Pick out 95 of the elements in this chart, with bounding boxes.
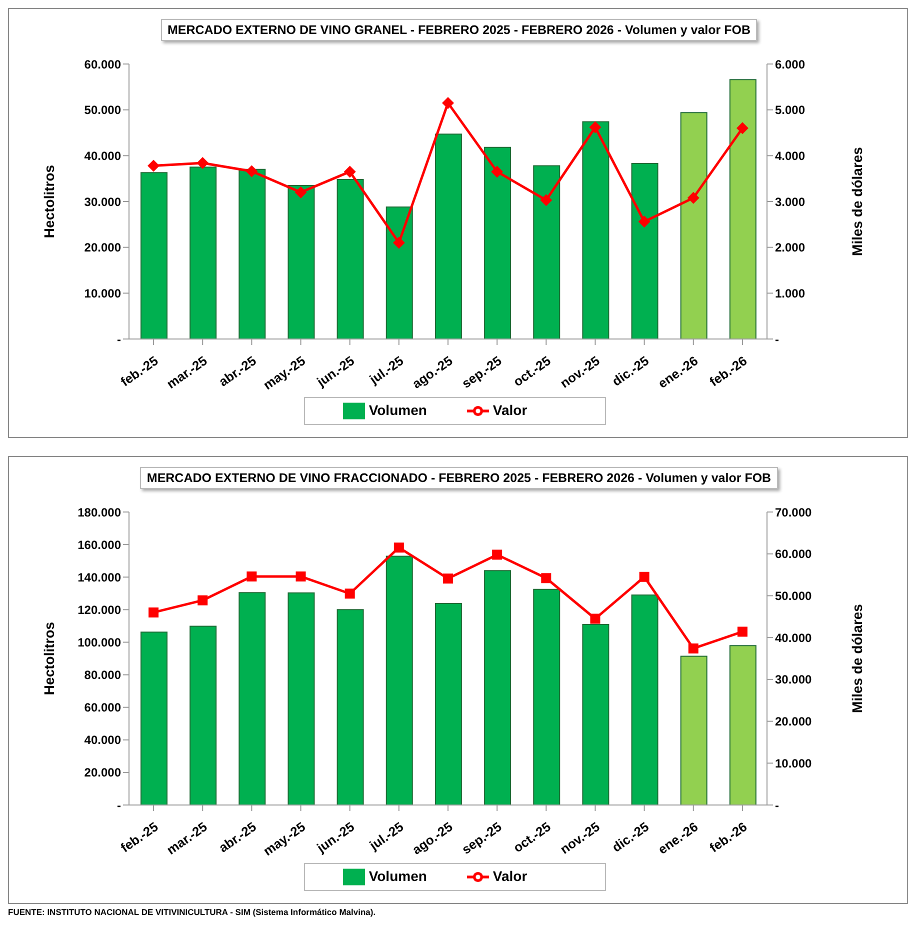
bar — [238, 168, 266, 339]
y-axis-title: Hectolitros — [40, 622, 57, 696]
bar — [336, 609, 364, 805]
point — [541, 573, 552, 584]
point — [540, 194, 552, 206]
point — [492, 550, 502, 560]
bar — [533, 165, 560, 339]
point — [148, 160, 160, 172]
y2-tick-label: 70.000 — [775, 505, 812, 520]
bar — [484, 146, 512, 339]
y2-tick-label: 20.000 — [775, 714, 812, 729]
y2-axis-title: Miles de dólares — [848, 146, 865, 256]
point — [590, 614, 600, 624]
bar — [729, 645, 756, 805]
y-tick-label: 100.000 — [78, 635, 122, 650]
bar — [582, 624, 610, 805]
point — [688, 643, 698, 654]
y-tick-label: 80.000 — [84, 668, 122, 682]
y-tick-label: 140.000 — [78, 570, 122, 584]
y2-tick-label: 3.000 — [775, 194, 806, 209]
bar — [140, 632, 168, 805]
y-tick-label: 20.000 — [84, 766, 122, 780]
bar — [238, 592, 266, 805]
point — [344, 588, 355, 599]
point — [246, 165, 258, 178]
point — [443, 574, 453, 584]
source-note: FUENTE: INSTITUTO NACIONAL DE VITIVINICULTURA - SIM (Sistema Informático Malvina). — [8, 907, 377, 917]
bar — [680, 656, 708, 805]
y-tick-label: 60.000 — [84, 700, 122, 715]
point — [296, 571, 306, 582]
bar — [288, 592, 315, 805]
bar — [288, 184, 315, 339]
bar — [434, 134, 462, 339]
bar — [729, 79, 756, 339]
y-tick-label: 10.000 — [84, 286, 122, 300]
point — [639, 572, 650, 582]
bar — [533, 588, 560, 805]
point — [198, 595, 208, 606]
y2-tick-label: - — [775, 332, 779, 346]
bar — [484, 570, 512, 805]
chart-title: MERCADO EXTERNO DE VINO FRACCIONADO - FEBRERO 2025 - FEBRERO 2026 - Volumen y valor FOB — [140, 467, 778, 489]
bar — [631, 162, 658, 339]
point — [638, 216, 650, 228]
y2-tick-label: 30.000 — [775, 672, 812, 687]
y-tick-label: 40.000 — [84, 733, 122, 748]
point — [196, 157, 209, 169]
bar — [434, 602, 462, 805]
bar — [631, 594, 658, 805]
point — [589, 121, 602, 134]
y-tick-label: 180.000 — [78, 505, 122, 520]
y2-tick-label: - — [775, 798, 779, 812]
point — [736, 122, 748, 134]
point — [394, 542, 404, 553]
point — [344, 166, 356, 178]
bar — [336, 179, 364, 339]
point — [148, 607, 159, 618]
chart-title: MERCADO EXTERNO DE VINO GRANEL - FEBRERO 2025 - FEBRERO 2026 - Volumen y valor FOB — [160, 19, 758, 41]
bar — [190, 626, 217, 805]
point — [442, 96, 454, 109]
y-axis-title: Hectolitros — [40, 164, 57, 238]
bar — [680, 112, 708, 339]
y2-tick-label: 1.000 — [775, 286, 806, 300]
bar — [386, 206, 413, 339]
legend-label: Valor — [492, 402, 528, 418]
y2-tick-label: 2.000 — [775, 240, 806, 255]
bar — [190, 166, 217, 339]
y-tick-label: - — [117, 798, 121, 812]
bar — [582, 121, 610, 339]
y-tick-label: 40.000 — [84, 148, 122, 163]
y-tick-label: - — [117, 332, 121, 346]
y2-tick-label: 5.000 — [775, 103, 806, 118]
y2-tick-label: 4.000 — [775, 148, 806, 163]
point — [737, 626, 748, 637]
y2-tick-label: 40.000 — [775, 630, 812, 645]
y-tick-label: 120.000 — [78, 602, 122, 617]
y-tick-label: 160.000 — [78, 538, 122, 552]
legend-label: Valor — [492, 868, 528, 884]
y2-tick-label: 6.000 — [775, 57, 806, 72]
point — [294, 186, 307, 198]
bar — [386, 556, 413, 805]
point — [392, 236, 405, 249]
point — [687, 192, 700, 204]
point — [491, 166, 504, 178]
y-tick-label: 50.000 — [84, 103, 122, 118]
legend-label: Volumen — [368, 868, 427, 884]
y-tick-label: 30.000 — [84, 194, 122, 209]
y-tick-label: 20.000 — [84, 240, 122, 255]
legend-label: Volumen — [368, 402, 427, 418]
y2-tick-label: 10.000 — [775, 756, 812, 770]
y2-tick-label: 60.000 — [775, 547, 812, 562]
bar — [140, 172, 168, 339]
y2-axis-title: Miles de dólares — [848, 604, 865, 713]
y2-tick-label: 50.000 — [775, 588, 812, 603]
y-tick-label: 60.000 — [84, 57, 122, 72]
point — [246, 571, 257, 582]
